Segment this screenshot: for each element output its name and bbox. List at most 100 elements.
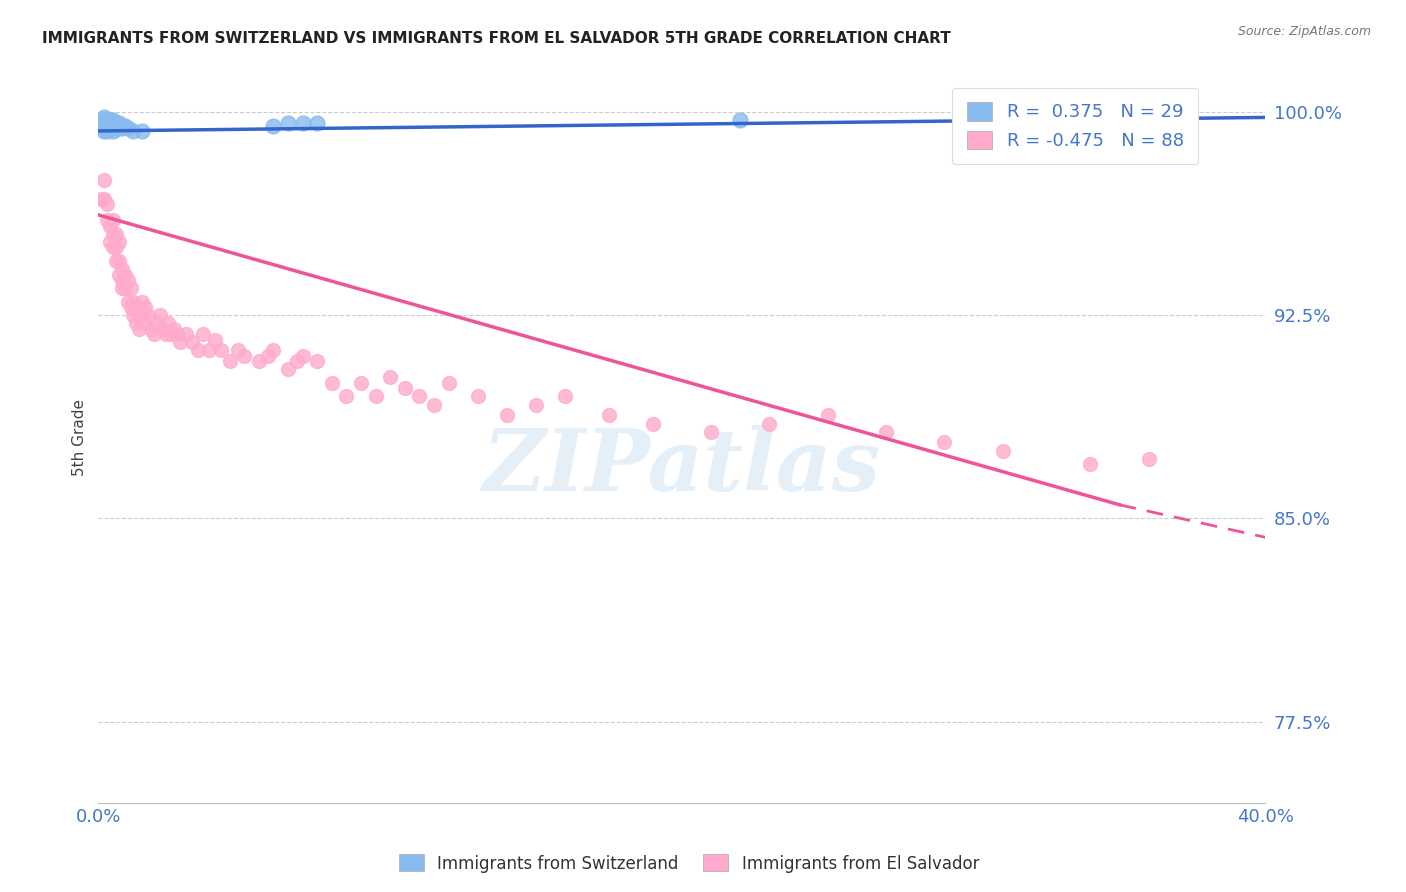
Point bbox=[120, 281, 142, 295]
Point bbox=[277, 116, 299, 130]
Point bbox=[166, 327, 188, 342]
Point bbox=[111, 262, 134, 277]
Point bbox=[104, 121, 127, 136]
Point bbox=[96, 124, 118, 138]
Point bbox=[204, 333, 226, 347]
Point bbox=[125, 300, 148, 314]
Point bbox=[160, 327, 183, 342]
Point bbox=[277, 362, 299, 376]
Point bbox=[96, 119, 118, 133]
Point bbox=[364, 389, 387, 403]
Point bbox=[117, 121, 139, 136]
Point bbox=[598, 409, 620, 423]
Point bbox=[291, 116, 314, 130]
Point bbox=[104, 227, 127, 241]
Point bbox=[256, 349, 278, 363]
Point bbox=[991, 113, 1014, 128]
Point bbox=[128, 308, 150, 322]
Point bbox=[218, 354, 240, 368]
Point bbox=[285, 354, 308, 368]
Text: IMMIGRANTS FROM SWITZERLAND VS IMMIGRANTS FROM EL SALVADOR 5TH GRADE CORRELATION: IMMIGRANTS FROM SWITZERLAND VS IMMIGRANT… bbox=[42, 31, 950, 46]
Point bbox=[101, 119, 124, 133]
Point bbox=[1137, 451, 1160, 466]
Point bbox=[187, 343, 209, 358]
Point bbox=[122, 308, 145, 322]
Point bbox=[209, 343, 232, 358]
Legend: R =  0.375   N = 29, R = -0.475   N = 88: R = 0.375 N = 29, R = -0.475 N = 88 bbox=[952, 87, 1198, 164]
Point bbox=[96, 116, 118, 130]
Point bbox=[378, 370, 402, 384]
Point bbox=[157, 316, 180, 330]
Point bbox=[111, 121, 134, 136]
Point bbox=[307, 354, 329, 368]
Point bbox=[96, 113, 118, 128]
Point bbox=[131, 294, 153, 309]
Point bbox=[233, 349, 256, 363]
Point bbox=[111, 273, 134, 287]
Point bbox=[728, 113, 751, 128]
Text: ZIPatlas: ZIPatlas bbox=[482, 425, 882, 508]
Legend: Immigrants from Switzerland, Immigrants from El Salvador: Immigrants from Switzerland, Immigrants … bbox=[392, 847, 986, 880]
Point bbox=[128, 322, 150, 336]
Point bbox=[321, 376, 343, 390]
Point bbox=[408, 389, 430, 403]
Point bbox=[152, 322, 174, 336]
Point bbox=[114, 119, 136, 133]
Point bbox=[98, 235, 121, 249]
Point bbox=[437, 376, 460, 390]
Point bbox=[134, 316, 156, 330]
Point bbox=[108, 116, 131, 130]
Text: Source: ZipAtlas.com: Source: ZipAtlas.com bbox=[1237, 25, 1371, 38]
Point bbox=[93, 113, 115, 128]
Point bbox=[174, 327, 197, 342]
Point bbox=[394, 381, 416, 395]
Point bbox=[228, 343, 250, 358]
Point bbox=[247, 354, 270, 368]
Point bbox=[163, 322, 186, 336]
Point bbox=[93, 124, 115, 138]
Point bbox=[122, 294, 145, 309]
Point bbox=[335, 389, 357, 403]
Point bbox=[991, 443, 1014, 458]
Point bbox=[108, 235, 131, 249]
Point bbox=[131, 308, 153, 322]
Point bbox=[1080, 457, 1102, 471]
Point bbox=[108, 268, 131, 282]
Point bbox=[149, 308, 172, 322]
Point bbox=[169, 335, 191, 350]
Point bbox=[122, 124, 145, 138]
Point bbox=[758, 417, 780, 431]
Point bbox=[125, 316, 148, 330]
Point bbox=[101, 227, 124, 241]
Point bbox=[423, 398, 446, 412]
Point bbox=[96, 197, 118, 211]
Point bbox=[467, 389, 489, 403]
Point bbox=[108, 121, 131, 136]
Point bbox=[101, 213, 124, 227]
Point bbox=[139, 322, 162, 336]
Point bbox=[98, 219, 121, 233]
Point bbox=[134, 300, 156, 314]
Point bbox=[554, 389, 576, 403]
Point bbox=[155, 327, 177, 342]
Point bbox=[104, 254, 127, 268]
Point bbox=[117, 273, 139, 287]
Point bbox=[700, 425, 723, 439]
Point bbox=[142, 327, 165, 342]
Point bbox=[114, 281, 136, 295]
Point bbox=[307, 116, 329, 130]
Point bbox=[934, 435, 956, 450]
Point bbox=[146, 316, 169, 330]
Point bbox=[350, 376, 373, 390]
Point bbox=[98, 113, 121, 128]
Point bbox=[93, 172, 115, 186]
Point bbox=[90, 192, 112, 206]
Point bbox=[108, 254, 131, 268]
Point bbox=[198, 343, 221, 358]
Point bbox=[101, 240, 124, 254]
Point bbox=[114, 268, 136, 282]
Point bbox=[101, 124, 124, 138]
Point bbox=[104, 240, 127, 254]
Point bbox=[93, 111, 115, 125]
Point bbox=[104, 116, 127, 130]
